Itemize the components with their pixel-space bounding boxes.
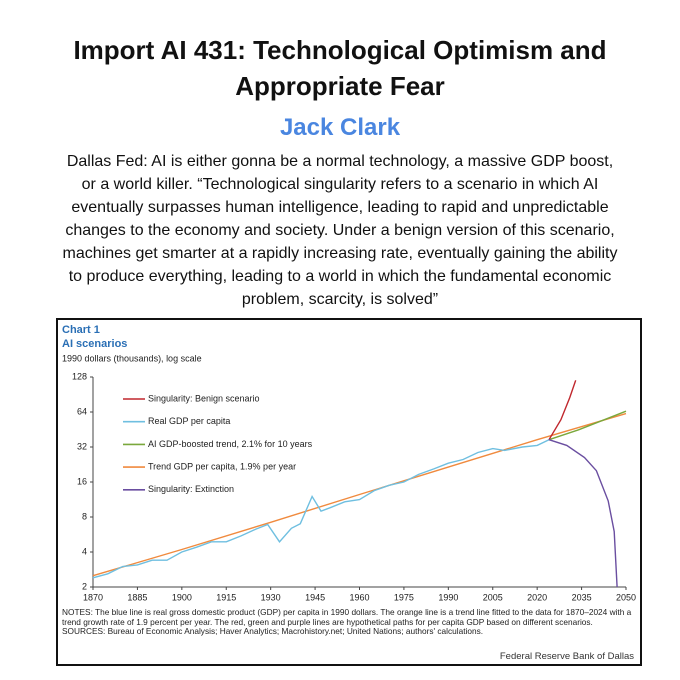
chart-label: Chart 1 bbox=[62, 324, 100, 336]
x-tick-label: 1885 bbox=[127, 592, 147, 602]
x-tick-label: 1990 bbox=[438, 592, 458, 602]
x-tick-label: 1870 bbox=[83, 592, 103, 602]
x-tick-label: 2035 bbox=[572, 592, 592, 602]
series-line bbox=[92, 412, 627, 577]
legend-label: Singularity: Benign scenario bbox=[148, 393, 260, 403]
y-tick-label: 16 bbox=[77, 476, 87, 486]
y-tick-label: 64 bbox=[77, 406, 87, 416]
notes-text: NOTES: The blue line is real gross domes… bbox=[62, 607, 632, 627]
series-line bbox=[548, 380, 577, 441]
x-tick-label: 1900 bbox=[172, 592, 192, 602]
y-axis-label: 1990 dollars (thousands), log scale bbox=[62, 353, 202, 363]
chart-frame: Chart 1 AI scenarios 1990 dollars (thous… bbox=[56, 318, 642, 666]
x-tick-label: 1915 bbox=[216, 592, 236, 602]
x-tick-label: 2005 bbox=[483, 592, 503, 602]
chart: Chart 1 AI scenarios 1990 dollars (thous… bbox=[62, 324, 636, 602]
legend-label: AI GDP-boosted trend, 2.1% for 10 years bbox=[148, 439, 313, 449]
series-line bbox=[548, 410, 627, 441]
notes: NOTES: The blue line is real gross domes… bbox=[62, 607, 634, 637]
legend-label: Real GDP per capita bbox=[148, 416, 230, 426]
legend-label: Singularity: Extinction bbox=[148, 484, 234, 494]
legend-label: Trend GDP per capita, 1.9% per year bbox=[148, 461, 296, 471]
y-tick-label: 2 bbox=[82, 581, 87, 591]
y-tick-label: 8 bbox=[82, 511, 87, 521]
x-tick-label: 2020 bbox=[527, 592, 547, 602]
series-line bbox=[548, 439, 618, 588]
chart-title: AI scenarios bbox=[62, 338, 127, 350]
x-tick-label: 1945 bbox=[305, 592, 325, 602]
series-line bbox=[92, 439, 550, 579]
x-tick-label: 1975 bbox=[394, 592, 414, 602]
y-tick-label: 128 bbox=[72, 371, 87, 381]
y-tick-label: 32 bbox=[77, 441, 87, 451]
author: Jack Clark bbox=[279, 114, 401, 141]
sources-text: SOURCES: Bureau of Economic Analysis; Ha… bbox=[62, 626, 484, 636]
body-text: Dallas Fed: AI is either gonna be a norm… bbox=[62, 153, 618, 308]
post-title: Import AI 431: Technological Optimism an… bbox=[73, 35, 607, 101]
y-tick-label: 4 bbox=[82, 546, 87, 556]
x-tick-label: 1930 bbox=[261, 592, 281, 602]
x-tick-label: 2050 bbox=[616, 592, 636, 602]
x-tick-label: 1960 bbox=[349, 592, 369, 602]
credit: Federal Reserve Bank of Dallas bbox=[499, 651, 634, 662]
